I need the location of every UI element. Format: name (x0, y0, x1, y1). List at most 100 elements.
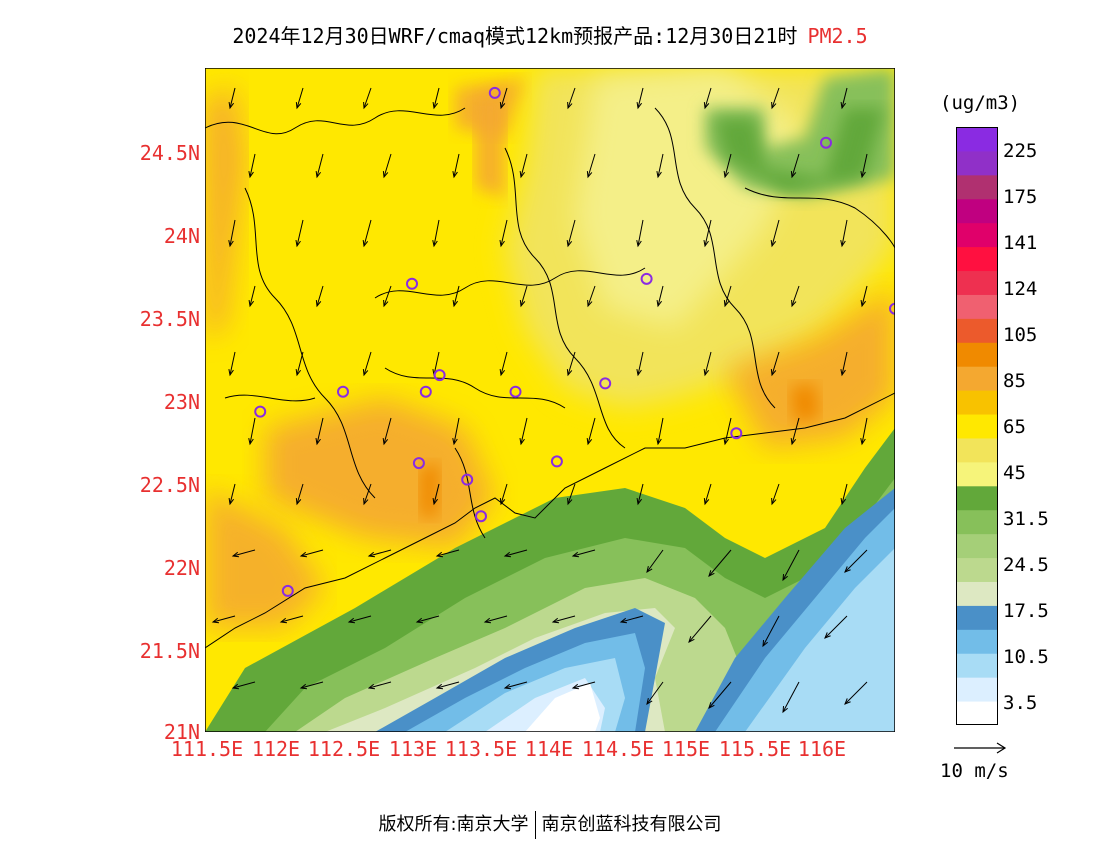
wind-arrow (363, 219, 372, 247)
wind-arrow-head (723, 438, 729, 446)
wind-arrow-head (452, 299, 459, 308)
colorbar-swatch (956, 174, 998, 200)
wind-arrow-head (382, 437, 389, 446)
lon-label: 114.5E (581, 737, 655, 761)
wind-arrow (232, 549, 256, 557)
wind-vectors (211, 87, 868, 714)
wind-arrow-head (315, 170, 322, 179)
wind-arrow-head (499, 368, 506, 377)
wind-arrow-head (636, 497, 643, 506)
lon-label: 112.5E (307, 737, 381, 761)
wind-arrow-head (248, 171, 254, 179)
colorbar-swatch (956, 270, 998, 295)
wind-arrow (249, 417, 256, 445)
colorbar-label: 10.5 (1003, 646, 1049, 668)
wind-arrow-head (646, 566, 653, 574)
wind-arrow (704, 219, 712, 247)
colorbar-label: 31.5 (1003, 508, 1049, 530)
wind-arrow (587, 417, 596, 445)
wind-arrow (383, 153, 392, 178)
station-marker (509, 385, 522, 398)
station-marker (599, 377, 612, 390)
colorbar-swatch (956, 390, 998, 415)
wind-arrow (844, 681, 868, 705)
lon-label: 114E (524, 737, 574, 761)
colorbar-swatch (956, 437, 998, 463)
wind-arrow (500, 219, 508, 247)
wind-arrow-head (228, 101, 235, 110)
station-marker (281, 584, 294, 597)
wind-arrow-head (435, 683, 444, 690)
wind-arrow-head (432, 240, 438, 248)
wind-arrow (567, 219, 576, 247)
wind-arrow-head (688, 636, 695, 643)
wind-arrow-head (770, 239, 777, 248)
wind-arrow-head (248, 438, 254, 446)
lon-label: 115.5E (718, 737, 792, 761)
station-marker (419, 385, 432, 398)
wind-arrow-head (840, 369, 846, 377)
wind-arrow-head (703, 368, 710, 377)
wind-arrow-head (567, 101, 573, 110)
wind-arrow (436, 681, 460, 689)
wind-arrow (637, 483, 644, 505)
wind-arrow (296, 87, 304, 109)
wind-arrow-head (299, 551, 308, 558)
station-marker (433, 369, 446, 382)
wind-arrow-head (383, 299, 389, 308)
wind-arrow (348, 615, 372, 623)
wind-arrow (363, 483, 372, 505)
wind-arrow (704, 483, 712, 505)
wind-arrow-head (452, 438, 458, 446)
wind-arrow (646, 549, 664, 573)
wind-arrow (724, 417, 732, 445)
wind-arrow (771, 219, 780, 247)
wind-arrow (567, 87, 576, 109)
wind-arrow (841, 87, 848, 109)
colorbar-swatch (956, 127, 998, 152)
lon-label: 113E (388, 737, 438, 761)
wind-arrow (646, 681, 664, 705)
wind-arrow (704, 351, 712, 376)
wind-arrow (229, 483, 236, 505)
station-marker (889, 302, 895, 315)
wind-arrow (229, 87, 236, 109)
wind-arrow (280, 615, 304, 623)
wind-arrow (844, 549, 868, 573)
lat-label: 23.5N (139, 307, 200, 331)
colorbar-swatch (956, 366, 998, 391)
station-marker (406, 277, 418, 290)
pm25-zone-orange-east (725, 288, 895, 448)
wind-arrow (383, 417, 392, 445)
wind-arrow (520, 285, 528, 307)
wind-arrow-head (587, 299, 593, 308)
wind-arrow (637, 351, 644, 376)
wind-arrow (433, 351, 440, 376)
wind-arrow-head (231, 551, 240, 558)
wind-arrow (824, 615, 848, 639)
lat-label: 21N (163, 720, 200, 744)
pm25-zone-dark-orange-2 (420, 463, 440, 518)
wind-arrow (724, 153, 732, 178)
wind-arrow-head (703, 240, 709, 248)
variable-name: PM2.5 (807, 24, 868, 48)
wind-arrow (572, 549, 596, 557)
colorbar-swatch (956, 653, 998, 678)
footer-separator (534, 811, 536, 839)
colorbar-label: 17.5 (1003, 600, 1049, 622)
wind-arrow-head (790, 437, 797, 446)
wind-arrow-head (656, 438, 662, 446)
colorbar-label: 24.5 (1003, 554, 1049, 576)
wind-arrow-head (315, 438, 321, 446)
wind-arrow (300, 549, 324, 557)
wind-arrow (500, 483, 508, 505)
station-marker (461, 473, 474, 486)
wind-arrow-head (619, 617, 628, 624)
colorbar-label: 175 (1003, 186, 1038, 208)
wind-arrow-head (840, 240, 846, 248)
wind-arrow-head (566, 368, 573, 377)
pm25-colorbar (956, 127, 998, 725)
wind-arrow (453, 285, 460, 307)
wind-arrow (771, 351, 780, 376)
wind-arrow-head (432, 497, 439, 506)
